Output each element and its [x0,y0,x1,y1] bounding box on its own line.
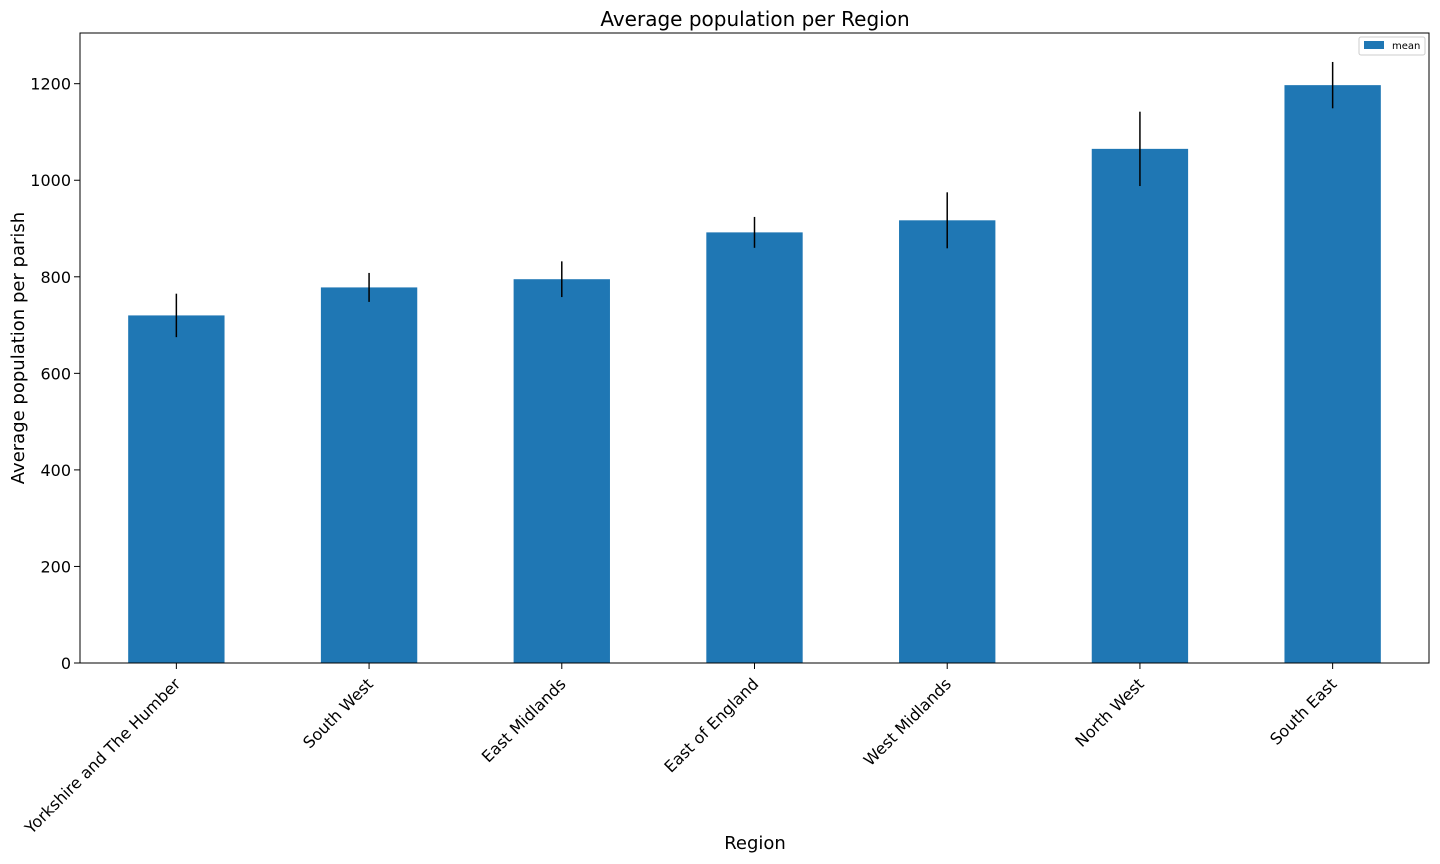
chart-title: Average population per Region [600,7,909,31]
x-tick-label: South East [1266,674,1340,748]
bar [320,287,418,663]
x-tick-label: North West [1071,674,1147,750]
bar [513,279,610,663]
y-tick-label: 200 [40,557,71,576]
legend: mean [1358,36,1426,56]
bar [1284,85,1381,663]
y-tick-label: 800 [40,268,71,287]
y-tick-label: 1000 [30,171,71,190]
error-bars-group [175,61,1334,338]
legend-swatch [1364,41,1384,49]
y-tick-label: 400 [40,461,71,480]
bar [899,220,996,663]
x-tick-label: East Midlands [478,674,570,766]
bar [706,232,803,663]
x-tick-label: Yorkshire and The Humber [20,674,184,838]
bars-group [128,85,1381,664]
x-axis-label: Region [724,833,786,854]
bar [128,315,225,663]
y-tick-label: 1200 [30,75,71,94]
x-tick-label: West Midlands [860,674,955,769]
x-axis: Yorkshire and The Humber South West East M… [20,663,1340,838]
y-axis: 0 200 400 600 800 1000 1200 [30,75,80,673]
x-tick-label: East of England [660,674,762,776]
y-tick-label: 0 [61,654,71,673]
y-axis-label: Average population per parish [8,212,29,484]
y-tick-label: 600 [40,364,71,383]
bar [1091,148,1189,664]
legend-label: mean [1392,41,1420,52]
x-tick-label: South West [299,674,377,752]
